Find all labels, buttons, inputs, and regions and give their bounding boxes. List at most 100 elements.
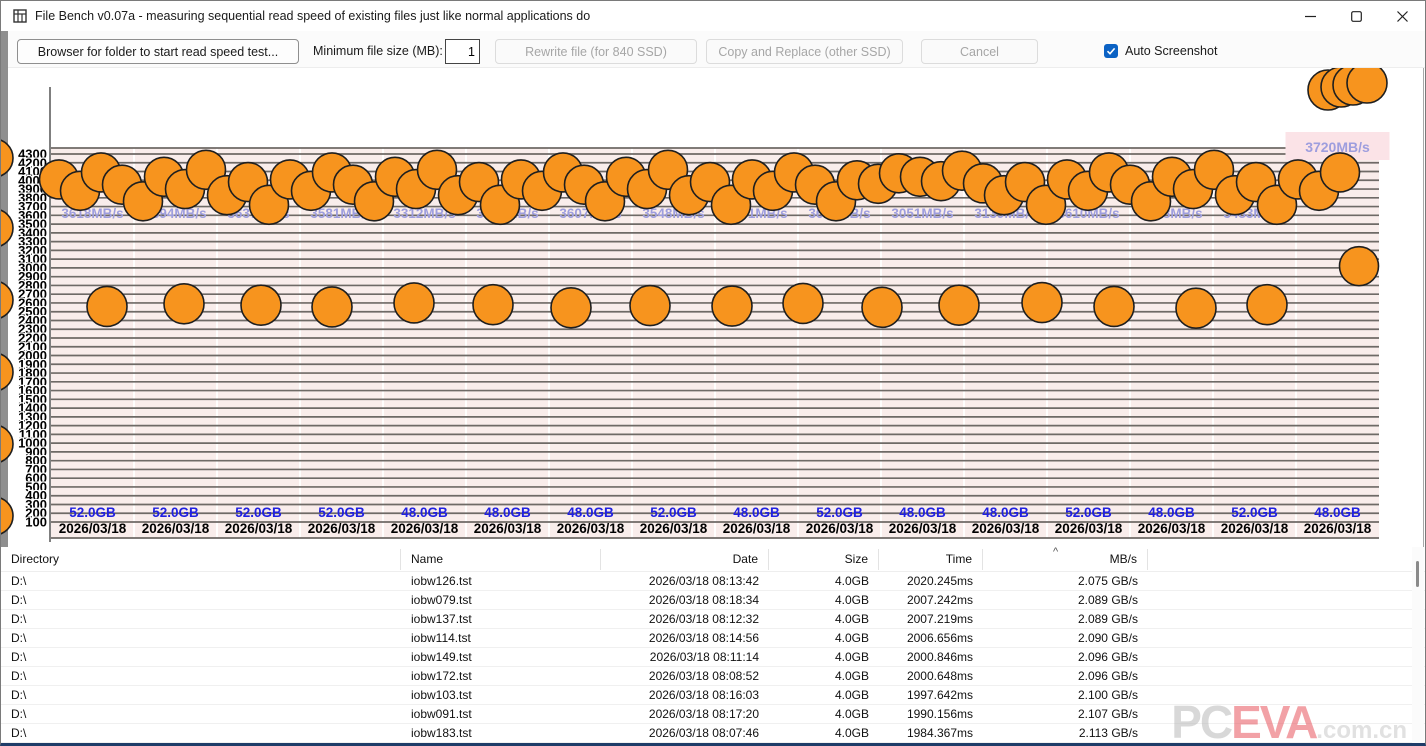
table-cell: D:\ [11,707,27,721]
table-cell: 2.100 GB/s [1077,688,1138,702]
svg-text:48.0GB: 48.0GB [567,505,614,520]
svg-text:2400: 2400 [18,313,47,328]
titlebar: File Bench v0.07a - measuring sequential… [1,1,1425,31]
read-speed-chart: 4300 4200 4100 4000 3900 3800 3700 3600 3500 3400… [1,31,1425,547]
svg-text:52.0GB: 52.0GB [650,505,697,520]
table-cell: 4.0GB [834,688,869,702]
svg-text:1400: 1400 [18,401,47,416]
table-cell: 2026/03/18 08:17:20 [648,707,759,721]
svg-text:3051MB/s: 3051MB/s [891,206,953,221]
svg-text:52.0GB: 52.0GB [318,505,365,520]
table-cell: D:\ [11,574,27,588]
auto-screenshot-checkbox[interactable] [1104,44,1118,58]
cancel-button[interactable]: Cancel [921,39,1038,64]
min-file-size-label: Minimum file size (MB): [313,44,443,58]
minimize-button[interactable] [1287,1,1333,31]
svg-text:3720MB/s: 3720MB/s [1305,139,1370,155]
table-row[interactable]: D:\ iobw126.tst 2026/03/18 08:13:42 4.0GB 20… [1,572,1425,591]
svg-text:1900: 1900 [18,357,47,372]
table-row[interactable]: D:\ iobw091.tst 2026/03/18 08:17:20 4.0GB 19… [1,705,1425,724]
browse-folder-button[interactable]: Browser for folder to start read speed t… [17,39,299,64]
svg-text:52.0GB: 52.0GB [152,505,199,520]
close-button[interactable] [1379,1,1425,31]
table-row[interactable]: D:\ iobw114.tst 2026/03/18 08:14:56 4.0GB 20… [1,629,1425,648]
table-cell: iobw114.tst [411,631,471,645]
svg-text:3700: 3700 [18,199,47,214]
table-cell: 2026/03/18 08:11:14 [649,650,759,664]
col-header-mbs[interactable]: MB/s [983,548,1148,570]
svg-text:2026/03/18: 2026/03/18 [1221,521,1289,536]
table-cell: 4.0GB [834,593,869,607]
table-cell: 2026/03/18 08:14:56 [648,631,759,645]
svg-text:900: 900 [25,444,47,459]
scrollbar-thumb[interactable] [1416,561,1419,587]
col-header-size[interactable]: Size [769,548,879,570]
table-cell: 4.0GB [834,650,869,664]
table-body: D:\ iobw126.tst 2026/03/18 08:13:42 4.0GB 20… [1,572,1425,743]
table-cell: 2026/03/18 08:07:46 [648,726,759,740]
table-cell: D:\ [11,631,27,645]
col-header-directory[interactable]: Directory [1,548,401,570]
table-cell: 4.0GB [834,726,869,740]
svg-text:2026/03/18: 2026/03/18 [723,521,791,536]
svg-text:3000: 3000 [18,260,47,275]
table-row[interactable]: D:\ iobw137.tst 2026/03/18 08:12:32 4.0GB 20… [1,610,1425,629]
col-header-date[interactable]: Date [601,548,769,570]
table-cell: 1997.642ms [906,688,973,702]
svg-text:2300: 2300 [18,322,47,337]
svg-text:2026/03/18: 2026/03/18 [142,521,210,536]
svg-text:2026/03/18: 2026/03/18 [889,521,957,536]
svg-text:52.0GB: 52.0GB [69,505,116,520]
table-cell: 4.0GB [834,612,869,626]
svg-text:1300: 1300 [18,409,47,424]
table-cell: 2026/03/18 08:18:34 [648,593,759,607]
table-cell: D:\ [11,650,27,664]
table-cell: 1990.156ms [906,707,973,721]
svg-text:48.0GB: 48.0GB [401,505,448,520]
table-row[interactable]: D:\ iobw103.tst 2026/03/18 08:16:03 4.0GB 19… [1,686,1425,705]
svg-text:3610MB/s: 3610MB/s [1057,206,1119,221]
svg-text:2200: 2200 [18,331,47,346]
table-cell: 2026/03/18 08:13:42 [648,574,759,588]
maximize-button[interactable] [1333,1,1379,31]
table-cell: 2026/03/18 08:16:03 [648,688,759,702]
svg-text:3312MB/s: 3312MB/s [393,206,455,221]
table-scrollbar[interactable] [1412,547,1424,743]
table-cell: iobw149.tst [411,650,472,664]
table-cell: 4.0GB [834,669,869,683]
col-header-time[interactable]: Time [879,548,983,570]
svg-text:2026/03/18: 2026/03/18 [474,521,542,536]
svg-text:48.0GB: 48.0GB [899,505,946,520]
table-row[interactable]: D:\ iobw079.tst 2026/03/18 08:18:34 4.0GB 20… [1,591,1425,610]
svg-text:2000: 2000 [18,348,47,363]
svg-text:2026/03/18: 2026/03/18 [1304,521,1372,536]
table-cell: 2.075 GB/s [1077,574,1138,588]
table-row[interactable]: D:\ iobw149.tst 2026/03/18 08:11:14 4.0GB 20… [1,648,1425,667]
svg-text:1600: 1600 [18,383,47,398]
svg-text:3300: 3300 [18,234,47,249]
rewrite-file-button[interactable]: Rewrite file (for 840 SSD) [495,39,697,64]
svg-text:2900: 2900 [18,269,47,284]
table-cell: 4.0GB [834,707,869,721]
app-icon [13,9,27,23]
table-cell: 2006.656ms [906,631,973,645]
svg-text:1500: 1500 [18,392,47,407]
table-cell: 4.0GB [834,574,869,588]
sort-ascending-icon[interactable]: ^ [1053,546,1059,558]
table-cell: 2007.242ms [906,593,973,607]
table-row[interactable]: D:\ iobw183.tst 2026/03/18 08:07:46 4.0GB 19… [1,724,1425,743]
svg-text:3400: 3400 [18,225,47,240]
svg-text:2600: 2600 [18,295,47,310]
col-header-name[interactable]: Name [401,548,601,570]
svg-text:2026/03/18: 2026/03/18 [972,521,1040,536]
copy-replace-button[interactable]: Copy and Replace (other SSD) [706,39,903,64]
min-file-size-input[interactable] [445,39,480,64]
svg-text:52.0GB: 52.0GB [1231,505,1278,520]
table-cell: 2026/03/18 08:08:52 [648,669,759,683]
svg-text:1700: 1700 [18,374,47,389]
svg-text:600: 600 [25,471,47,486]
table-row[interactable]: D:\ iobw172.tst 2026/03/18 08:08:52 4.0GB 20… [1,667,1425,686]
svg-text:2026/03/18: 2026/03/18 [391,521,459,536]
svg-text:400: 400 [25,488,47,503]
